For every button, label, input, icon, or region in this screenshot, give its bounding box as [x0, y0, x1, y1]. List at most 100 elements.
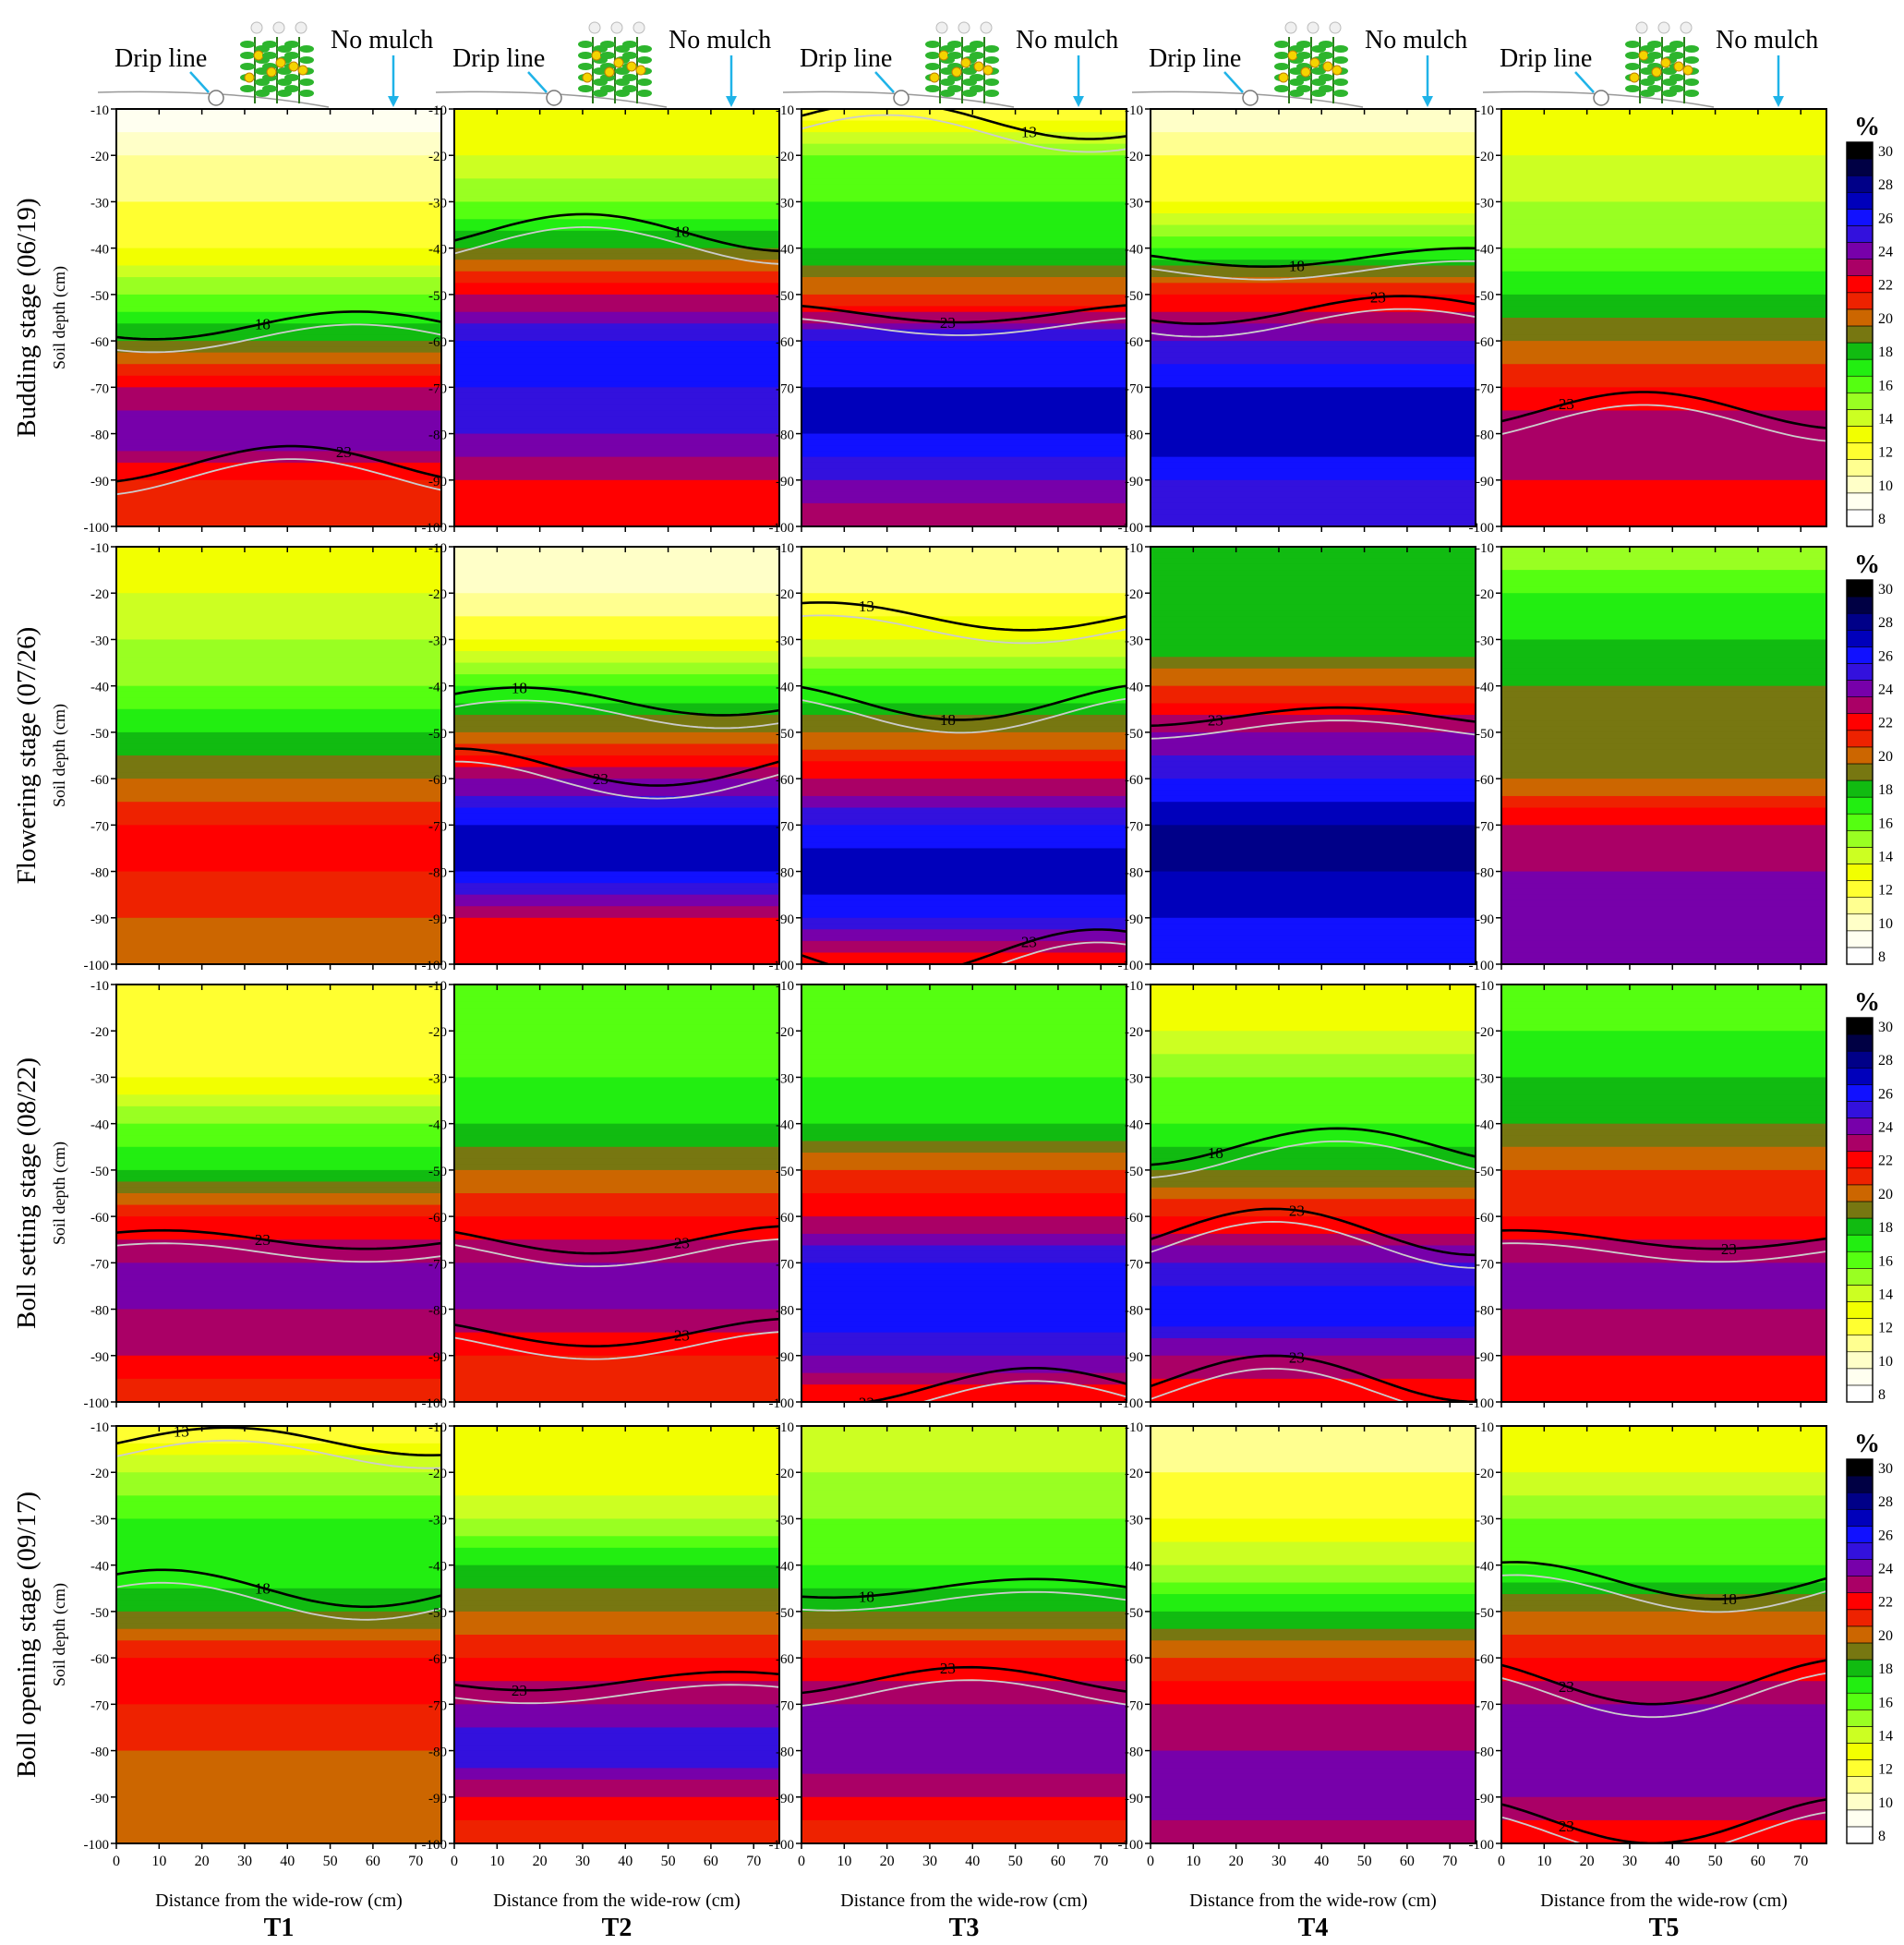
moisture-band [801, 813, 1127, 821]
panel-frame [453, 546, 780, 965]
moisture-band [1501, 639, 1826, 646]
moisture-band [454, 1628, 779, 1636]
moisture-band [454, 346, 779, 354]
y-tick-label: -80 [90, 1304, 109, 1319]
moisture-band [116, 1669, 441, 1676]
y-tick-label: -100 [1469, 959, 1495, 973]
moisture-band [116, 236, 441, 244]
moisture-band [1501, 306, 1826, 313]
moisture-band [454, 691, 779, 699]
colorbar-tick-label: 20 [1878, 1628, 1893, 1644]
moisture-band [1501, 1756, 1826, 1764]
moisture-band [1501, 219, 1826, 226]
moisture-band [1501, 1199, 1826, 1206]
moisture-band [1501, 1216, 1826, 1224]
moisture-band [454, 917, 779, 925]
contour-line-13 [116, 1426, 441, 1456]
moisture-band [1151, 1826, 1476, 1833]
moisture-band [1501, 398, 1826, 406]
y-tick-label: -30 [1476, 1071, 1494, 1086]
y-tick-label: -20 [428, 1467, 447, 1481]
moisture-band [1151, 173, 1476, 180]
moisture-band [116, 1524, 441, 1531]
y-tick-label: -60 [776, 1211, 794, 1226]
plant-leaf-icon [970, 85, 984, 92]
moisture-band [801, 558, 1127, 565]
plant-leaf-icon [622, 85, 637, 92]
colorbar-swatch [1846, 1793, 1874, 1811]
moisture-band [1151, 486, 1476, 493]
moisture-band [801, 1501, 1127, 1508]
moisture-band [1151, 1513, 1476, 1520]
moisture-band [801, 120, 1127, 127]
moisture-band [116, 416, 441, 423]
moisture-band [116, 958, 441, 964]
moisture-band [1151, 627, 1476, 635]
moisture-band [1151, 1674, 1476, 1683]
moisture-band [116, 1309, 441, 1316]
moisture-band [801, 1024, 1127, 1033]
moisture-band [1151, 311, 1476, 319]
moisture-band [454, 398, 779, 406]
contour-line-23 [454, 1670, 779, 1692]
y-tick-label: -90 [428, 1792, 447, 1806]
y-tick-label: -40 [428, 1118, 447, 1133]
moisture-band [1151, 929, 1476, 936]
moisture-band [116, 1559, 441, 1566]
colorbar-swatch [1846, 1492, 1874, 1510]
moisture-band [454, 405, 779, 412]
plant-leaf-icon [1274, 52, 1289, 59]
moisture-band [801, 445, 1127, 453]
moisture-band [801, 334, 1127, 343]
moisture-band [454, 1367, 779, 1374]
x-tick-label: 10 [489, 1854, 504, 1869]
colorbar-swatch [1846, 259, 1874, 276]
moisture-band [801, 1164, 1127, 1171]
moisture-band [454, 1506, 779, 1515]
moisture-band [1501, 1024, 1826, 1033]
y-tick-label: -20 [90, 1467, 109, 1481]
moisture-band [1501, 474, 1826, 481]
moisture-band [116, 917, 441, 925]
y-tick-label: -90 [1125, 475, 1143, 489]
colorbar-tick-label: 30 [1878, 1461, 1893, 1477]
moisture-band [116, 115, 441, 122]
plant-leaf-icon [240, 41, 255, 48]
axis-labels: Budding stage (06/19) Soil depth (cm)Flow… [12, 198, 1788, 1942]
moisture-band [801, 1321, 1127, 1328]
moisture-band [1501, 364, 1826, 371]
moisture-band [116, 143, 441, 151]
moisture-band [1151, 1570, 1476, 1578]
colorbar-swatch [1846, 393, 1874, 410]
moisture-band [1501, 1187, 1826, 1194]
plant-flower-icon [635, 65, 646, 76]
moisture-band [1501, 1169, 1826, 1178]
moisture-band [116, 439, 441, 447]
moisture-band [801, 1658, 1127, 1665]
moisture-band [116, 1071, 441, 1079]
colorbar-tick-label: 28 [1878, 177, 1893, 193]
moisture-band [1151, 1635, 1476, 1642]
moisture-band [801, 940, 1127, 948]
contour-label: 23 [255, 1231, 271, 1249]
moisture-band [116, 1490, 441, 1497]
moisture-band [801, 271, 1127, 279]
moisture-band [1151, 422, 1476, 429]
y-tick-label: -60 [1125, 1211, 1143, 1226]
moisture-band [454, 173, 779, 180]
moisture-band [454, 1233, 779, 1241]
moisture-band [116, 213, 441, 221]
moisture-band [454, 876, 779, 885]
moisture-band [116, 1756, 441, 1764]
y-tick-label: -30 [1476, 634, 1494, 648]
moisture-band [1151, 502, 1476, 511]
moisture-band [116, 947, 441, 954]
moisture-band [1151, 236, 1476, 244]
y-tick-label: -60 [1476, 335, 1494, 350]
moisture-band [116, 1651, 441, 1660]
moisture-band [1151, 1768, 1476, 1775]
moisture-band [1151, 1750, 1476, 1758]
moisture-band [1501, 451, 1826, 458]
moisture-band [801, 1547, 1127, 1555]
moisture-band [116, 1291, 441, 1299]
